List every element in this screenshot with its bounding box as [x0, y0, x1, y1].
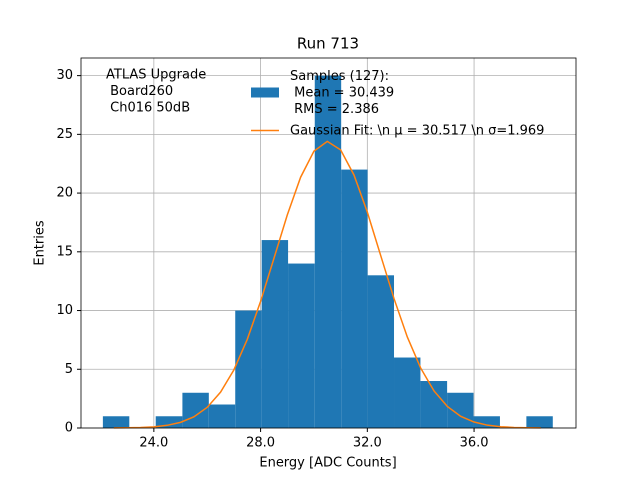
bar [447, 392, 474, 428]
y-axis-label: Entries [33, 220, 48, 266]
y-tick-label: 0 [65, 421, 73, 436]
bar [367, 275, 395, 428]
legend-label: Gaussian Fit: \n μ = 30.517 \n σ=1.969 [290, 123, 544, 138]
annotation: ATLAS Upgrade [106, 68, 206, 83]
annotation: Board260 [106, 84, 173, 99]
legend-swatch [251, 87, 279, 98]
y-tick-label: 30 [56, 68, 73, 83]
x-tick-label: 28.0 [246, 436, 275, 451]
x-tick-label: 24.0 [139, 436, 168, 451]
bar [420, 381, 448, 428]
y-tick-label: 5 [65, 362, 73, 377]
x-axis-label: Energy [ADC Counts] [259, 456, 396, 471]
bar [341, 169, 368, 429]
x-tick-label: 32.0 [353, 436, 382, 451]
fit-line [113, 140, 541, 429]
chart-title: Run 713 [297, 35, 359, 53]
y-tick-label: 25 [56, 127, 73, 142]
bar [102, 416, 130, 428]
bar [288, 263, 315, 428]
bar [473, 416, 500, 428]
bar [208, 404, 236, 428]
bar [235, 310, 262, 428]
legend-label: Samples (127): Mean = 30.439 RMS = 2.386 [290, 69, 394, 117]
bar [394, 357, 421, 428]
bar [182, 392, 209, 428]
y-tick-label: 10 [56, 303, 73, 318]
bar [155, 416, 183, 428]
x-tick-label: 36.0 [460, 436, 489, 451]
bar [314, 75, 342, 428]
bar [261, 240, 289, 428]
y-tick-label: 20 [56, 186, 73, 201]
bar [526, 416, 553, 428]
annotation: Ch016 50dB [106, 101, 190, 116]
axes-frame [80, 57, 577, 429]
y-tick-label: 15 [56, 244, 73, 259]
